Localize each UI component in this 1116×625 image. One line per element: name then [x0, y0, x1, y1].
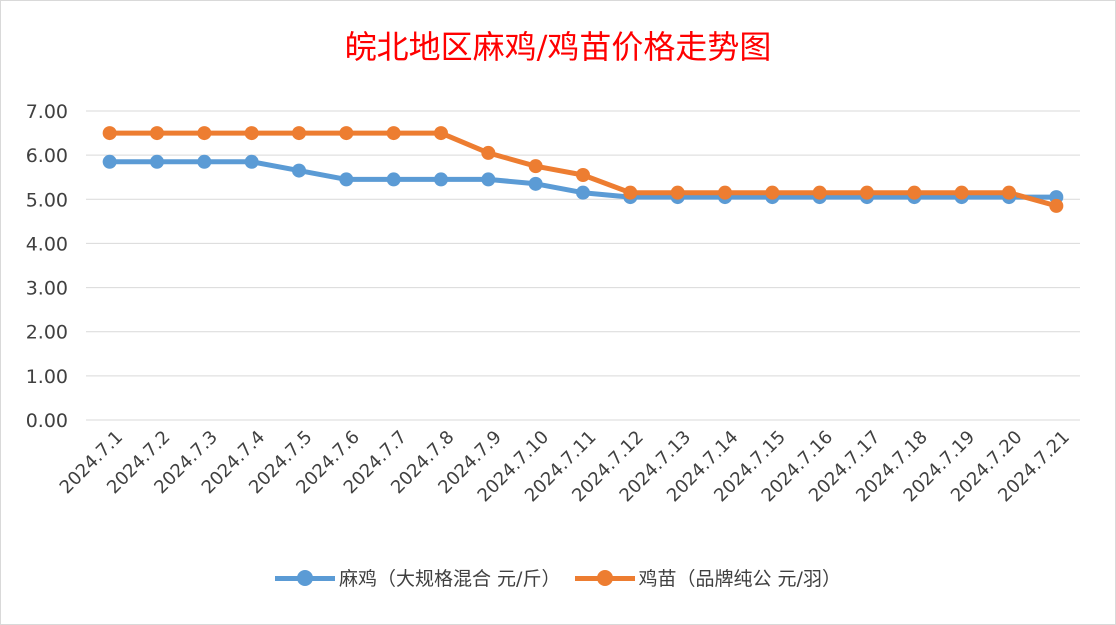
series-1-point	[481, 172, 496, 187]
series-1-point	[434, 172, 448, 187]
y-tick-label: 7.00	[26, 101, 68, 123]
y-tick-label: 5.00	[26, 189, 68, 211]
y-tick-label: 4.00	[26, 233, 68, 255]
series-1-point	[292, 163, 306, 178]
legend-item-series-2: 鸡苗（品牌纯公 元/羽）	[574, 564, 841, 591]
series-1-point	[102, 154, 117, 169]
series-2-point	[102, 126, 117, 141]
legend-swatch-series-2	[574, 568, 635, 588]
series-2-point	[244, 126, 259, 141]
legend-swatch-series-1	[275, 568, 336, 588]
series-2-point	[150, 126, 164, 141]
series-2-point	[954, 185, 969, 200]
series-2-point	[386, 126, 401, 141]
series-2-point	[765, 185, 780, 200]
series-2-point	[1002, 185, 1016, 200]
series-2-point	[528, 159, 543, 174]
series-2-point	[292, 126, 306, 141]
series-1-point	[576, 185, 590, 200]
y-tick-label: 6.00	[26, 145, 68, 167]
series-2-point	[339, 126, 354, 141]
legend-label-series-2: 鸡苗（品牌纯公 元/羽）	[638, 568, 841, 590]
legend: 麻鸡（大规格混合 元/斤） 鸡苗（品牌纯公 元/羽）	[0, 564, 1116, 593]
series-2-point	[623, 185, 638, 200]
series-2-point	[197, 126, 212, 141]
chart-title: 皖北地区麻鸡/鸡苗价格走势图	[344, 28, 772, 66]
series-2-point	[434, 126, 448, 141]
series-2-point	[576, 168, 590, 183]
series-1-point	[339, 172, 354, 187]
legend-item-series-1: 麻鸡（大规格混合 元/斤）	[275, 564, 560, 591]
series-2-point	[860, 185, 874, 200]
series-2-point	[812, 185, 827, 200]
y-tick-label: 1.00	[26, 366, 68, 388]
y-tick-label: 2.00	[26, 322, 68, 344]
y-tick-label: 0.00	[26, 410, 68, 432]
series-1-point	[244, 154, 259, 169]
series-2-point	[907, 185, 922, 200]
series-2-point	[481, 145, 496, 160]
series-1-point	[150, 154, 164, 169]
legend-label-series-1: 麻鸡（大规格混合 元/斤）	[339, 568, 561, 590]
series-1-point	[528, 176, 543, 191]
y-tick-label: 3.00	[26, 278, 68, 300]
series-2-point	[1049, 198, 1064, 213]
series-2-point	[670, 185, 685, 200]
series-1-point	[197, 154, 212, 169]
series-1-point	[386, 172, 401, 187]
series-2-point	[718, 185, 732, 200]
